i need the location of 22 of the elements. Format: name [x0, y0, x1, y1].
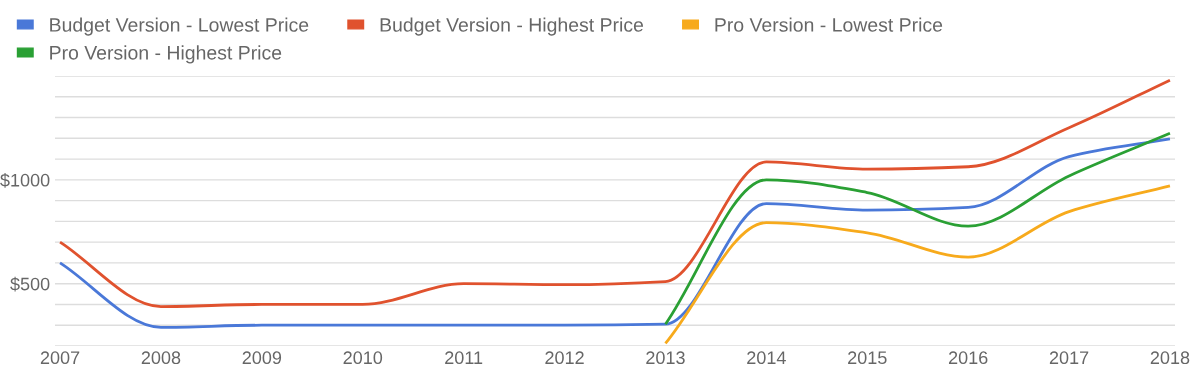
x-tick-label: 2018	[1150, 351, 1190, 365]
x-tick-label: 2011	[445, 351, 483, 365]
legend-label: Pro Version - Highest Price	[50, 45, 282, 64]
x-tick-label: 2017	[1049, 351, 1089, 365]
x-tick-label: 2009	[242, 351, 282, 365]
x-tick-label: 2008	[141, 351, 181, 365]
x-tick-label: 2014	[747, 351, 786, 365]
legend-label: Pro Version - Lowest Price	[715, 17, 943, 32]
line-series	[664, 184, 1172, 345]
x-tick-label: 2010	[343, 351, 383, 365]
line-series	[664, 131, 1172, 326]
legend-label: Budget Version - Lowest Price	[50, 17, 309, 36]
x-tick-label: 2012	[545, 351, 584, 365]
x-tick-label: 2013	[646, 351, 685, 365]
line-series	[58, 78, 1172, 308]
legend-label: Budget Version - Highest Price	[380, 17, 644, 36]
line-series	[58, 137, 1172, 329]
x-tick-label: 2007	[40, 351, 80, 365]
x-tick-label: 2015	[848, 351, 887, 365]
y-tick-label: $500	[10, 276, 50, 292]
y-tick-label: $1000	[0, 173, 50, 188]
x-tick-label: 2016	[948, 351, 988, 365]
